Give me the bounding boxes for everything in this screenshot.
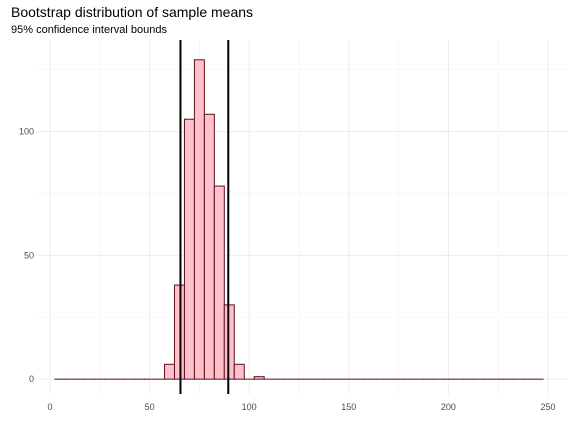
x-tick-label: 0 [47,402,52,412]
y-tick-label: 100 [19,127,34,137]
histogram-bar [213,185,225,380]
y-tick-label: 50 [24,250,34,260]
x-tick-label: 50 [145,402,155,412]
y-tick-label: 0 [29,374,34,384]
minor-gridlines [38,40,568,394]
x-axis-tick-labels: 0 50 100 150 200 250 [47,402,555,412]
x-tick-label: 150 [341,402,356,412]
histogram-bar [164,363,175,380]
y-axis-tick-labels: 0 50 100 [19,127,34,385]
histogram-bar [253,376,265,380]
x-tick-label: 100 [242,402,257,412]
histogram-bar [233,363,245,380]
confidence-interval-lines [179,40,230,394]
chart-title: Bootstrap distribution of sample means [11,4,254,20]
histogram-bar [193,59,205,380]
major-gridlines [38,40,568,394]
histogram-bars [54,59,544,380]
chart-subtitle: 95% confidence interval bounds [11,24,167,36]
histogram-bar [183,118,195,380]
histogram-bar [203,113,215,380]
x-tick-label: 200 [441,402,456,412]
x-tick-label: 250 [541,402,556,412]
